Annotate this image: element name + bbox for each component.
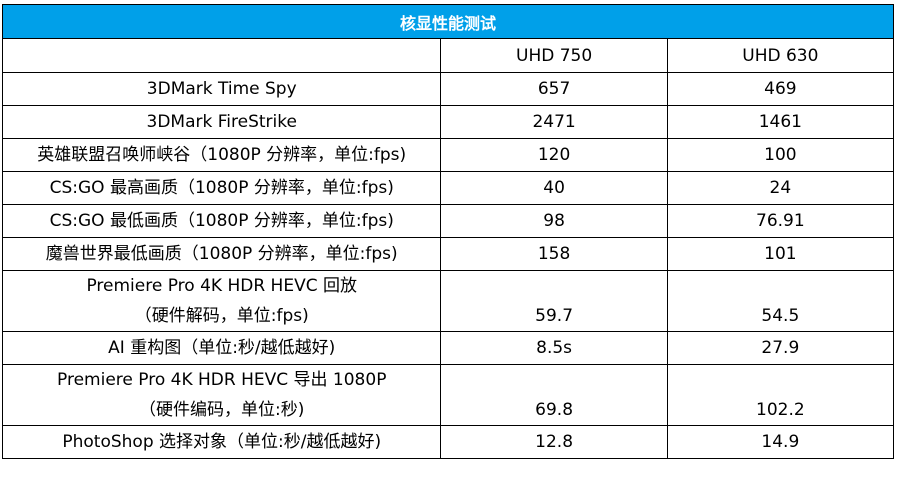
uhd630-value: 102.2 <box>666 364 895 426</box>
benchmark-table-container: 核显性能测试 UHD 750 UHD 630 3DMark Time Spy 6… <box>1 4 895 459</box>
row-label: CS:GO 最高画质（1080P 分辨率，单位:fps) <box>1 171 442 205</box>
header-uhd630: UHD 630 <box>666 38 895 73</box>
table-row: 3DMark Time Spy 657 469 <box>1 72 895 106</box>
uhd750-value: 40 <box>440 171 668 205</box>
row-label-line1: Premiere Pro 4K HDR HEVC 导出 1080P <box>57 370 387 390</box>
uhd630-value: 469 <box>666 72 895 106</box>
header-row: UHD 750 UHD 630 <box>1 38 895 73</box>
row-label-line2: （硬件解码，单位:fps) <box>134 306 309 326</box>
row-label: PhotoShop 选择对象（单位:秒/越低越好) <box>1 425 442 459</box>
row-label: 魔兽世界最低画质（1080P 分辨率，单位:fps) <box>1 237 442 271</box>
row-label: 英雄联盟召唤师峡谷（1080P 分辨率，单位:fps) <box>1 138 442 172</box>
uhd630-value: 14.9 <box>666 425 895 459</box>
uhd630-value: 76.91 <box>666 204 895 238</box>
row-label: 3DMark Time Spy <box>1 72 442 106</box>
table-row: 魔兽世界最低画质（1080P 分辨率，单位:fps) 158 101 <box>1 237 895 271</box>
table-title: 核显性能测试 <box>2 4 894 39</box>
table-row: 3DMark FireStrike 2471 1461 <box>1 105 895 139</box>
row-label: 3DMark FireStrike <box>1 105 442 139</box>
uhd750-value: 657 <box>440 72 668 106</box>
uhd750-value: 8.5s <box>440 331 668 365</box>
uhd630-value: 1461 <box>666 105 895 139</box>
row-label: AI 重构图（单位:秒/越低越好) <box>1 331 442 365</box>
uhd630-value: 24 <box>666 171 895 205</box>
table-row: CS:GO 最低画质（1080P 分辨率，单位:fps) 98 76.91 <box>1 204 895 238</box>
uhd750-value: 2471 <box>440 105 668 139</box>
table-row: Premiere Pro 4K HDR HEVC 回放 （硬件解码，单位:fps… <box>1 270 895 332</box>
row-label: Premiere Pro 4K HDR HEVC 回放 （硬件解码，单位:fps… <box>1 270 442 332</box>
uhd750-value: 69.8 <box>440 364 668 426</box>
uhd630-value: 54.5 <box>666 270 895 332</box>
table-row: CS:GO 最高画质（1080P 分辨率，单位:fps) 40 24 <box>1 171 895 205</box>
igpu-performance-table: 核显性能测试 UHD 750 UHD 630 3DMark Time Spy 6… <box>1 4 895 459</box>
uhd750-value: 98 <box>440 204 668 238</box>
row-label-line2: （硬件编码，单位:秒) <box>139 400 305 420</box>
table-row: Premiere Pro 4K HDR HEVC 导出 1080P （硬件编码，… <box>1 364 895 426</box>
table-row: 英雄联盟召唤师峡谷（1080P 分辨率，单位:fps) 120 100 <box>1 138 895 172</box>
uhd630-value: 100 <box>666 138 895 172</box>
header-empty-cell <box>1 38 442 73</box>
uhd750-value: 12.8 <box>440 425 668 459</box>
table-row: PhotoShop 选择对象（单位:秒/越低越好) 12.8 14.9 <box>1 425 895 459</box>
row-label: CS:GO 最低画质（1080P 分辨率，单位:fps) <box>1 204 442 238</box>
uhd750-value: 120 <box>440 138 668 172</box>
uhd630-value: 27.9 <box>666 331 895 365</box>
uhd750-value: 59.7 <box>440 270 668 332</box>
uhd630-value: 101 <box>666 237 895 271</box>
row-label: Premiere Pro 4K HDR HEVC 导出 1080P （硬件编码，… <box>1 364 442 426</box>
uhd750-value: 158 <box>440 237 668 271</box>
row-label-line1: Premiere Pro 4K HDR HEVC 回放 <box>86 276 357 296</box>
header-uhd750: UHD 750 <box>440 38 668 73</box>
table-row: AI 重构图（单位:秒/越低越好) 8.5s 27.9 <box>1 331 895 365</box>
title-row: 核显性能测试 <box>2 4 894 39</box>
